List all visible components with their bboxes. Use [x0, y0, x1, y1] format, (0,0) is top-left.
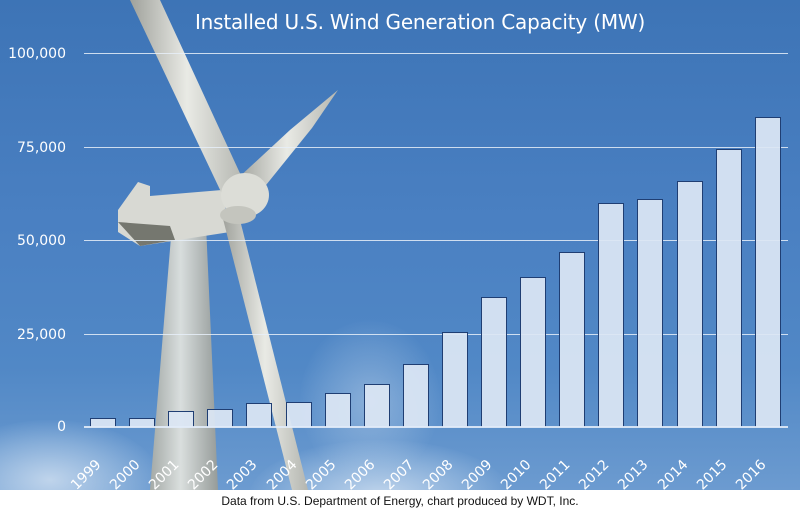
bar-2002 — [207, 409, 234, 427]
y-tick-0: 0 — [57, 419, 66, 435]
bar-2006 — [363, 383, 390, 427]
source-caption: Data from U.S. Department of Energy, cha… — [221, 494, 579, 508]
bar-2011 — [559, 251, 586, 427]
y-tick-75000: 75,000 — [17, 140, 66, 156]
bar-2012 — [598, 203, 625, 427]
x-tick-2015: 2015 — [693, 456, 731, 490]
bar-2016 — [754, 116, 781, 427]
bar-2015 — [715, 149, 742, 427]
bar-2001 — [168, 410, 195, 427]
bar-1999 — [90, 418, 116, 427]
gridline-75000 — [84, 147, 788, 148]
bar-2004 — [285, 401, 312, 427]
bar-2009 — [481, 296, 507, 427]
x-tick-2010: 2010 — [498, 456, 535, 490]
bar-2010 — [520, 277, 547, 427]
gridline-50000 — [84, 240, 788, 241]
gridline-100000 — [84, 53, 788, 54]
x-tick-2016: 2016 — [732, 456, 770, 490]
bar-2013 — [637, 198, 664, 427]
bar-2014 — [676, 180, 703, 427]
x-tick-2012: 2012 — [576, 456, 613, 490]
bar-2003 — [246, 403, 273, 427]
bar-2007 — [402, 364, 429, 427]
x-tick-2011: 2011 — [537, 456, 574, 490]
chart-background-photo: Installed U.S. Wind Generation Capacity … — [0, 0, 800, 490]
y-tick-50000: 50,000 — [17, 233, 66, 249]
x-tick-2014: 2014 — [654, 456, 692, 490]
bar-2008 — [441, 332, 468, 427]
x-tick-2013: 2013 — [615, 456, 652, 490]
x-tick-2002: 2002 — [185, 456, 222, 490]
y-tick-100000: 100,000 — [8, 46, 66, 62]
x-axis-baseline — [84, 426, 788, 428]
bar-2000 — [129, 417, 156, 427]
y-tick-25000: 25,000 — [17, 327, 66, 343]
chart-title: Installed U.S. Wind Generation Capacity … — [194, 10, 646, 34]
gridline-25000 — [84, 334, 788, 335]
bar-2005 — [324, 393, 351, 427]
